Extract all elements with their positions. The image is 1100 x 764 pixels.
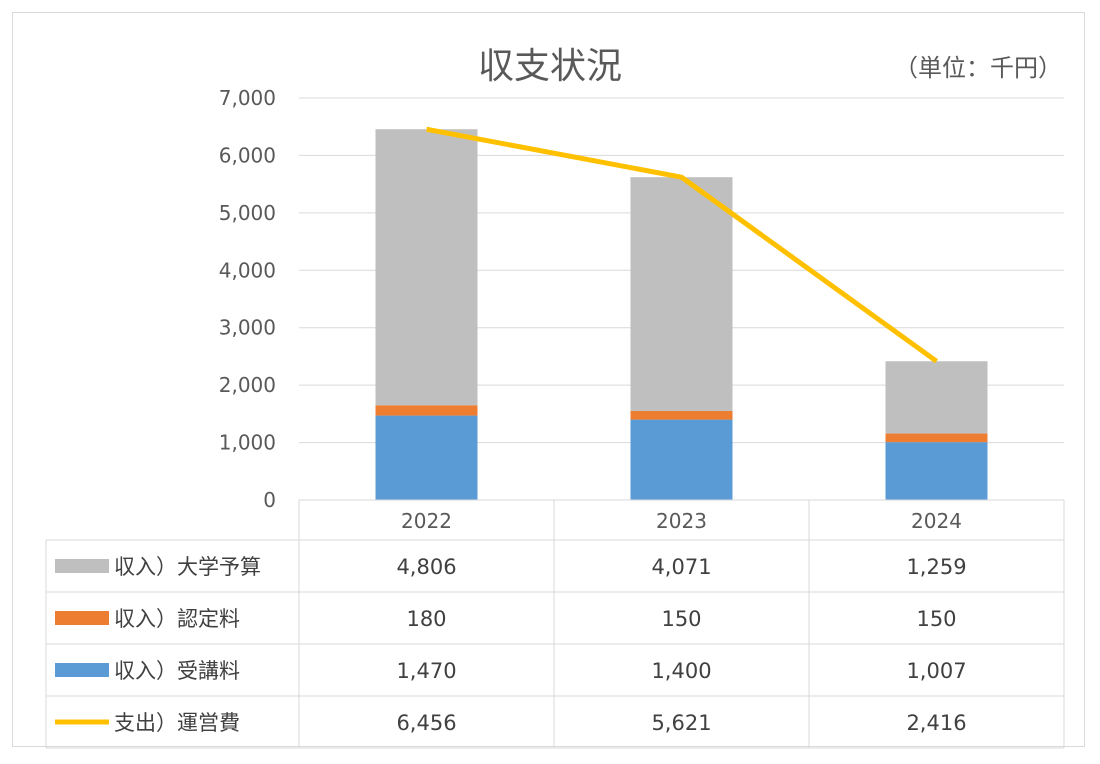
x-tick-label: 2024: [911, 509, 962, 533]
x-tick-label: 2022: [401, 509, 452, 533]
legend-key-2: [55, 611, 109, 625]
y-tick-label: 3,000: [219, 316, 276, 340]
data-label: 4,806: [396, 555, 456, 579]
line-series: [426, 126, 938, 364]
legend-label: 収入）受講料: [114, 659, 240, 683]
legend-key-1: [55, 663, 109, 677]
data-label: 6,456: [396, 711, 456, 735]
bar-2-2023: [630, 410, 733, 420]
bar-1-2024: [885, 442, 988, 500]
data-label: 1,400: [651, 659, 711, 683]
chart-title: 収支状況: [478, 46, 622, 87]
data-label: 5,621: [651, 711, 711, 735]
data-label: 150: [916, 607, 956, 631]
y-tick-label: 0: [263, 488, 276, 512]
y-tick-label: 4,000: [219, 258, 276, 282]
legend-label: 収入）大学予算: [114, 555, 261, 579]
data-label: 150: [661, 607, 701, 631]
data-table: 2022 2023 2024 収入）大学予算 4,806 4,071 1,259 収入）認定料…: [45, 499, 1065, 749]
bar-3-2023: [630, 177, 733, 411]
data-label: 2,416: [906, 711, 966, 735]
bar-2-2024: [885, 433, 988, 443]
legend-label: 収入）認定料: [114, 607, 240, 631]
bar-1-2023: [630, 419, 733, 500]
data-label: 1,259: [906, 555, 966, 579]
data-label: 1,007: [906, 659, 966, 683]
data-label: 1,470: [396, 659, 456, 683]
data-label: 180: [406, 607, 446, 631]
y-tick-label: 6,000: [219, 143, 276, 167]
y-tick-label: 1,000: [219, 431, 276, 455]
y-tick-label: 2,000: [219, 373, 276, 397]
unit-label: （単位：千円）: [894, 54, 1062, 82]
x-tick-label: 2023: [656, 509, 707, 533]
bar-2-2022: [375, 405, 478, 416]
bars: [375, 129, 988, 500]
y-tick-label: 7,000: [219, 86, 276, 110]
legend-key-3: [55, 559, 109, 573]
data-label: 4,071: [651, 555, 711, 579]
legend-label: 支出）運営費: [114, 711, 240, 735]
bar-3-2024: [885, 361, 988, 434]
line-4: [426, 126, 938, 364]
y-tick-label: 5,000: [219, 201, 276, 225]
bar-3-2022: [375, 129, 478, 406]
bar-1-2022: [375, 415, 478, 500]
y-axis-ticks: 7,000 6,000 5,000 4,000 3,000 2,000 1,000 0: [219, 86, 276, 512]
